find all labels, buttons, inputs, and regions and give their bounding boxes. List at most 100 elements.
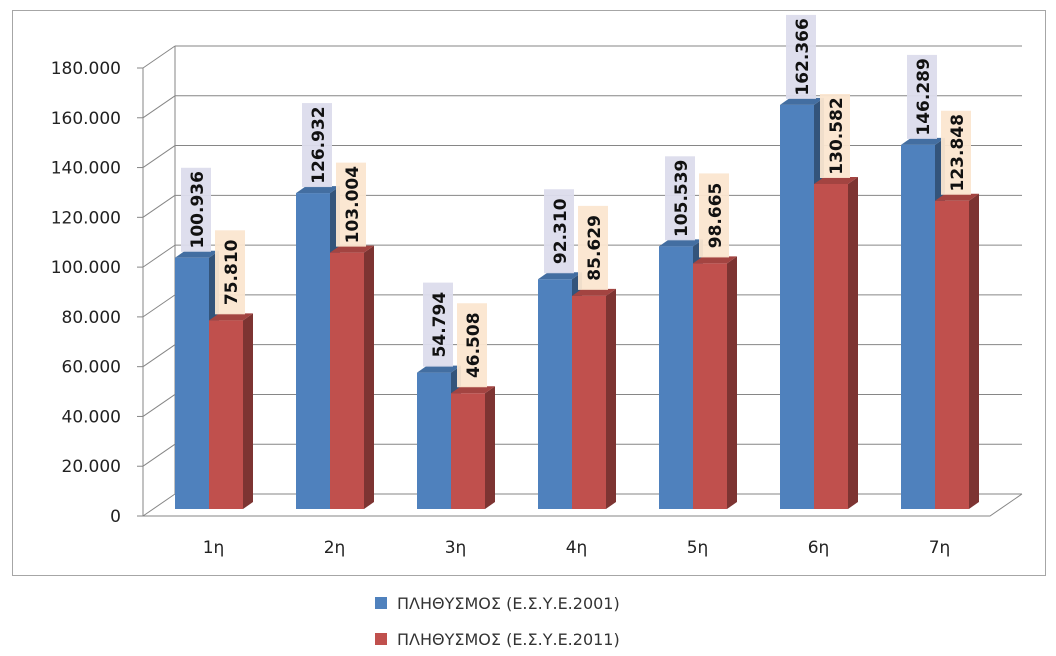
- y-tick-label: 80.000: [62, 308, 121, 328]
- data-label-bg: [181, 167, 211, 252]
- gridline-side: [142, 45, 176, 69]
- bar-side: [606, 288, 616, 509]
- data-label-group: 54.794: [423, 282, 453, 367]
- bar-top: [451, 386, 495, 394]
- data-label: 92.310: [551, 198, 571, 264]
- data-label-bg: [786, 14, 816, 99]
- bar: [659, 246, 693, 510]
- data-label: 146.289: [914, 58, 934, 135]
- x-tick-label: 5η: [687, 538, 709, 558]
- bar: [901, 144, 935, 509]
- data-label: 130.582: [827, 97, 847, 174]
- x-tick-label: 3η: [445, 538, 467, 558]
- bar: [693, 263, 727, 509]
- gridline-side: [142, 294, 176, 318]
- data-label-bg: [578, 205, 608, 290]
- y-tick-label: 160.000: [51, 109, 121, 129]
- data-label-group: 46.508: [457, 303, 487, 388]
- bar: [572, 295, 606, 509]
- bar: [935, 200, 969, 509]
- data-label-bg: [699, 173, 729, 258]
- legend-swatch-2011: [375, 633, 387, 645]
- bar: [780, 104, 814, 509]
- data-label: 75.810: [222, 239, 242, 305]
- x-tick-label: 7η: [929, 538, 951, 558]
- y-tick-label: 100.000: [51, 258, 121, 278]
- bar-side: [848, 176, 858, 509]
- data-label: 85.629: [585, 215, 605, 281]
- legend-label-2011: ΠΛΗΘΥΣΜΟΣ (Ε.Σ.Υ.Ε.2011): [397, 629, 620, 649]
- y-tick-label: 20.000: [62, 457, 121, 477]
- data-label: 162.366: [793, 18, 813, 95]
- bar-side: [969, 193, 979, 509]
- data-label: 105.539: [672, 160, 692, 237]
- bar-top: [209, 313, 253, 321]
- gridline-side: [142, 394, 176, 417]
- data-label-bg: [907, 54, 937, 139]
- data-label-group: 75.810: [215, 230, 245, 315]
- y-tick-label: 120.000: [51, 208, 121, 228]
- gridline-side: [142, 194, 176, 218]
- x-tick-label: 6η: [808, 538, 830, 558]
- data-label-bg: [544, 189, 574, 274]
- data-label: 100.936: [188, 171, 208, 248]
- data-label: 123.848: [948, 114, 968, 191]
- gridline-side: [142, 145, 176, 168]
- bar-top: [175, 250, 219, 258]
- legend-item-2011: ΠΛΗΘΥΣΜΟΣ (Ε.Σ.Υ.Ε.2011): [375, 622, 695, 656]
- gridline-side: [142, 344, 176, 368]
- data-label-group: 105.539: [665, 156, 695, 241]
- data-label-bg: [423, 282, 453, 367]
- data-label: 126.932: [309, 106, 329, 183]
- bar: [296, 193, 330, 509]
- data-label-group: 100.936: [181, 167, 211, 252]
- y-tick-label: 140.000: [51, 159, 121, 179]
- gridline-side: [142, 443, 176, 467]
- data-label-bg: [665, 156, 695, 241]
- bar-side: [485, 386, 495, 509]
- data-label-group: 85.629: [578, 205, 608, 290]
- data-label-group: 162.366: [786, 14, 816, 99]
- bar: [209, 320, 243, 509]
- gridline-side: [142, 244, 176, 268]
- data-label-bg: [941, 110, 971, 195]
- x-tick-label: 2η: [324, 538, 346, 558]
- x-tick-label: 4η: [566, 538, 588, 558]
- bar-side: [727, 256, 737, 509]
- bar-top: [296, 186, 340, 194]
- data-label: 103.004: [343, 166, 363, 244]
- bar-top: [659, 239, 703, 247]
- data-label-group: 98.665: [699, 173, 729, 258]
- data-label-group: 103.004: [336, 162, 366, 247]
- data-label-bg: [302, 103, 332, 188]
- bar-top: [417, 365, 461, 373]
- bar: [330, 252, 364, 509]
- bar: [814, 183, 848, 509]
- bar: [417, 372, 451, 509]
- legend-swatch-2001: [375, 597, 387, 609]
- bar-top: [330, 245, 374, 253]
- bar: [538, 279, 572, 509]
- bar-top: [693, 256, 737, 264]
- y-tick-label: 40.000: [62, 407, 121, 427]
- x-tick-label: 1η: [203, 538, 225, 558]
- data-label-bg: [336, 162, 366, 247]
- data-label: 98.665: [706, 183, 726, 249]
- data-label-group: 146.289: [907, 54, 937, 139]
- bar-top: [901, 137, 945, 145]
- data-label: 54.794: [430, 292, 450, 358]
- y-tick-label: 0: [110, 507, 121, 527]
- bar-top: [538, 272, 582, 280]
- data-label-group: 126.932: [302, 103, 332, 188]
- y-tick-label: 180.000: [51, 59, 121, 79]
- legend-label-2001: ΠΛΗΘΥΣΜΟΣ (Ε.Σ.Υ.Ε.2001): [397, 593, 620, 613]
- bar: [451, 393, 485, 509]
- floor-edge: [143, 493, 1023, 517]
- data-label-bg: [457, 303, 487, 388]
- bar-top: [935, 193, 979, 201]
- gridline-side: [142, 95, 176, 119]
- bar-side: [243, 313, 253, 509]
- data-label-group: 130.582: [820, 93, 850, 178]
- bar-top: [814, 176, 858, 184]
